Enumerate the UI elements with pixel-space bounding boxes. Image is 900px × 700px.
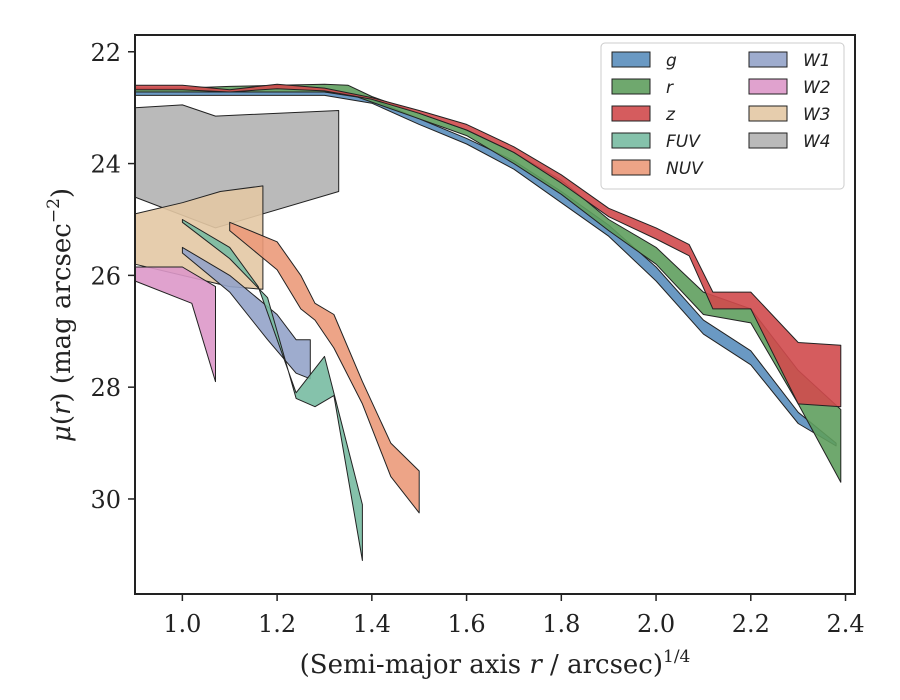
legend-swatch-g: [611, 51, 651, 68]
legend-label-nuv: NUV: [666, 159, 704, 179]
legend-label-w4: W4: [803, 132, 831, 152]
x-axis-ticks: 1.0 1.2 1.4 1.6 1.8 2.0 2.2 2.4: [163, 594, 865, 638]
legend: grz FUV NUV W1 W2 W3 W4: [600, 42, 845, 190]
legend-label-fuv: FUV: [666, 132, 701, 152]
legend-label-w1: W1: [803, 51, 831, 71]
x-tick-label: 1.6: [447, 610, 485, 638]
y-axis-ticks: 22 24 26 28 30: [90, 39, 135, 514]
y-tick-label: 22: [90, 39, 121, 67]
x-tick-label: 1.8: [542, 610, 580, 638]
legend-swatch-w4: [748, 132, 788, 149]
legend-swatch-w2: [748, 78, 788, 95]
legend-label-z: z: [665, 105, 676, 125]
legend-label-r: r: [666, 78, 674, 98]
series-band-z: [134, 83, 842, 408]
x-axis-label: (Semi-major axis r / arcsec)1/4: [300, 647, 691, 680]
y-tick-label: 24: [90, 151, 121, 179]
x-tick-label: 2.2: [732, 610, 770, 638]
plot-frame: [134, 34, 856, 595]
legend-label-w2: W2: [803, 78, 831, 98]
x-tick-label: 1.2: [258, 610, 296, 638]
legend-label-g: g: [666, 51, 677, 71]
y-tick-label: 26: [90, 262, 121, 290]
y-tick-label: 28: [90, 374, 121, 402]
series-band-nuv: [229, 221, 420, 514]
legend-swatch-z: [611, 105, 651, 122]
legend-swatch-w3: [748, 105, 788, 122]
y-axis-label: μ(r) (mag arcsec−2): [44, 188, 77, 442]
series-band-fuv: [181, 219, 363, 561]
y-tick-label: 30: [90, 486, 121, 514]
legend-label-w3: W3: [803, 105, 831, 125]
x-tick-label: 1.4: [353, 610, 391, 638]
legend-swatch-r: [611, 78, 651, 95]
legend-swatch-nuv: [611, 159, 651, 176]
legend-swatch-w1: [748, 51, 788, 68]
legend-swatch-fuv: [611, 132, 651, 149]
x-tick-label: 2.4: [826, 610, 864, 638]
x-tick-label: 2.0: [637, 610, 675, 638]
series-bands: [134, 83, 842, 561]
x-tick-label: 1.0: [163, 610, 201, 638]
series-band-w4: [134, 104, 340, 229]
